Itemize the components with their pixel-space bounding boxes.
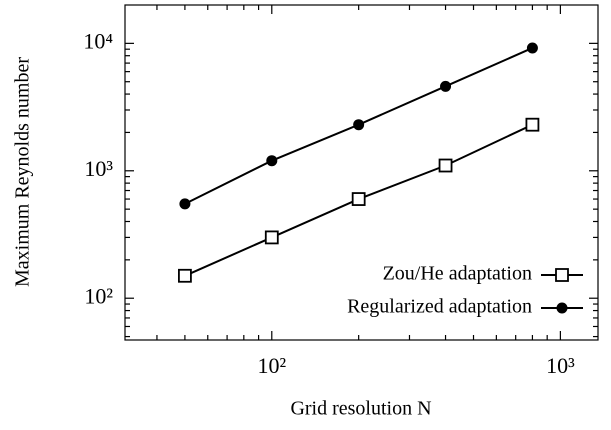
- legend-label: Regularized adaptation: [347, 296, 532, 318]
- x-tick-label: 10²: [257, 353, 286, 378]
- marker: [179, 198, 191, 210]
- x-tick-label: 10³: [546, 353, 575, 378]
- x-axis-label: Grid resolution N: [290, 398, 431, 420]
- legend-marker: [556, 302, 568, 314]
- plot-frame: [124, 4, 599, 341]
- marker: [264, 230, 279, 245]
- marker: [266, 155, 278, 167]
- y-tick-label: 10⁴: [83, 28, 113, 53]
- marker: [178, 268, 192, 283]
- legend-label: Zou/He adaptation: [383, 263, 532, 285]
- y-tick-label: 10²: [84, 283, 113, 308]
- marker: [526, 42, 538, 54]
- marker: [525, 117, 540, 132]
- y-tick-label: 10³: [84, 156, 113, 181]
- marker: [440, 80, 452, 92]
- marker: [438, 158, 453, 173]
- legend-marker: [555, 268, 569, 282]
- marker: [353, 119, 365, 131]
- marker: [351, 192, 366, 206]
- y-axis-label: Maximum Reynolds number: [12, 57, 34, 287]
